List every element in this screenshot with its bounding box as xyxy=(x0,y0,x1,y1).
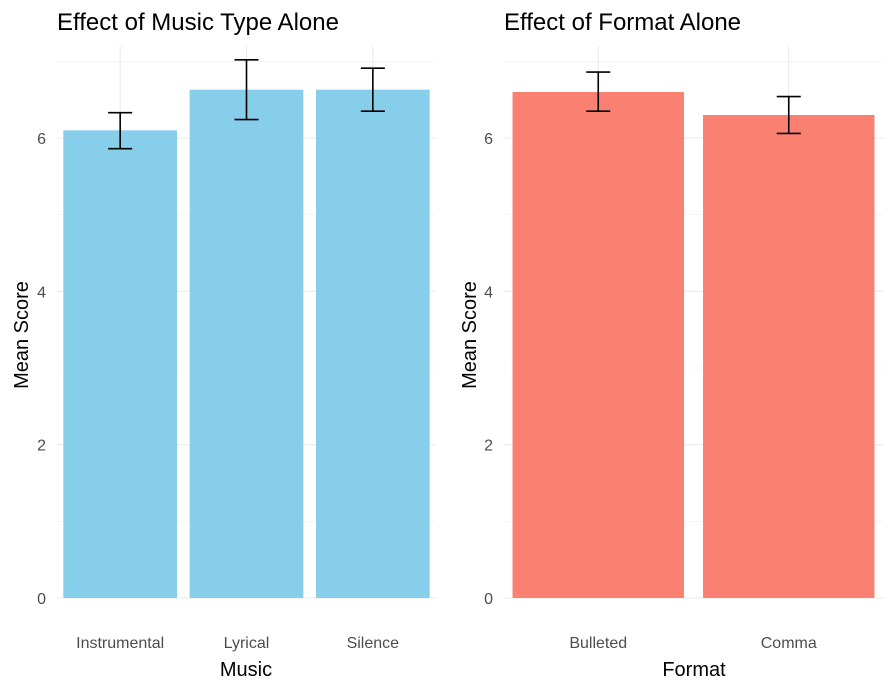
x-tick-label: Bulleted xyxy=(569,635,627,652)
bar xyxy=(703,115,875,598)
x-tick-label: Silence xyxy=(347,635,400,652)
bars xyxy=(63,89,430,599)
y-tick-label: 0 xyxy=(484,591,493,608)
y-tick-labels: 0 2 4 6 xyxy=(37,131,46,608)
error-bars xyxy=(108,58,385,150)
music-panel: Effect of Music Type Alone 0 2 4 6 Instrume… xyxy=(11,9,436,681)
x-axis-title: Format xyxy=(662,659,726,681)
y-axis-title: Mean Score xyxy=(11,281,33,389)
y-tick-label: 4 xyxy=(484,284,493,301)
x-tick-labels: Instrumental Lyrical Silence xyxy=(76,635,399,652)
y-tick-label: 6 xyxy=(37,131,46,148)
x-tick-labels: Bulleted Comma xyxy=(569,635,817,652)
x-tick-label: Lyrical xyxy=(224,635,270,652)
format-panel: Effect of Format Alone 0 2 4 6 Bulleted Comm… xyxy=(459,9,884,681)
y-tick-labels: 0 2 4 6 xyxy=(484,131,493,608)
bars xyxy=(512,92,875,598)
y-tick-label: 4 xyxy=(37,284,46,301)
x-tick-label: Instrumental xyxy=(76,635,164,652)
bar xyxy=(315,89,430,598)
x-tick-label: Comma xyxy=(761,635,817,652)
y-tick-label: 6 xyxy=(484,131,493,148)
y-tick-label: 2 xyxy=(37,438,46,455)
panel-title: Effect of Format Alone xyxy=(504,9,741,36)
bar xyxy=(512,92,684,598)
error-bars xyxy=(586,71,801,135)
y-tick-label: 2 xyxy=(484,438,493,455)
bar xyxy=(63,130,178,599)
bar xyxy=(189,89,304,598)
y-tick-label: 0 xyxy=(37,591,46,608)
x-axis-title: Music xyxy=(220,659,272,681)
y-axis-title: Mean Score xyxy=(459,281,481,389)
panel-title: Effect of Music Type Alone xyxy=(57,9,339,36)
